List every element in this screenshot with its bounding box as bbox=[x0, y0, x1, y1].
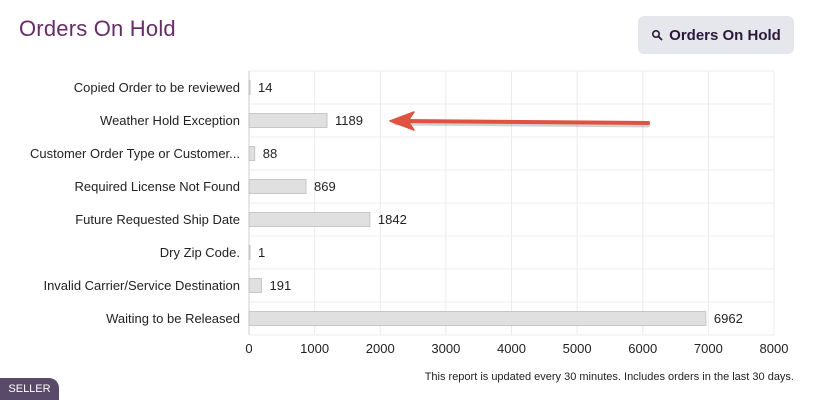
x-tick-label: 5000 bbox=[563, 341, 592, 356]
x-tick-label: 2000 bbox=[366, 341, 395, 356]
x-tick-label: 1000 bbox=[300, 341, 329, 356]
x-tick-label: 8000 bbox=[760, 341, 789, 356]
x-tick-label: 0 bbox=[245, 341, 252, 356]
data-label: 1842 bbox=[378, 212, 407, 227]
bar[interactable] bbox=[248, 146, 256, 161]
orders-on-hold-button-label: Orders On Hold bbox=[669, 26, 781, 44]
x-tick-label: 7000 bbox=[694, 341, 723, 356]
category-label: Invalid Carrier/Service Destination bbox=[43, 278, 240, 293]
orders-on-hold-chart: 0 1000 2000 3000 4000 5000 6000 7000 8000 Copied… bbox=[30, 70, 789, 356]
category-label: Future Requested Ship Date bbox=[75, 212, 240, 227]
bar[interactable] bbox=[248, 278, 262, 293]
chart-bars: Copied Order to be reviewed 14 Weather Hol… bbox=[30, 80, 743, 326]
chart-annotation bbox=[389, 111, 651, 131]
bar[interactable] bbox=[248, 245, 251, 260]
category-label: Dry Zip Code. bbox=[160, 245, 240, 260]
x-tick-label: 3000 bbox=[431, 341, 460, 356]
bar[interactable] bbox=[248, 113, 328, 128]
category-label: Customer Order Type or Customer... bbox=[30, 146, 240, 161]
chart-grid: 0 1000 2000 3000 4000 5000 6000 7000 8000 bbox=[245, 70, 789, 356]
data-label: 869 bbox=[314, 179, 336, 194]
data-label: 191 bbox=[270, 278, 292, 293]
bar[interactable] bbox=[248, 80, 251, 95]
x-tick-label: 4000 bbox=[497, 341, 526, 356]
category-label: Waiting to be Released bbox=[106, 311, 240, 326]
bar[interactable] bbox=[248, 212, 371, 227]
page-title: Orders On Hold bbox=[19, 16, 176, 41]
report-footnote: This report is updated every 30 minutes.… bbox=[424, 371, 794, 383]
bar[interactable] bbox=[248, 311, 707, 326]
data-label: 14 bbox=[258, 80, 272, 95]
data-label: 1 bbox=[258, 245, 265, 260]
bar[interactable] bbox=[248, 179, 307, 194]
data-label: 6962 bbox=[714, 311, 743, 326]
orders-on-hold-button[interactable]: Orders On Hold bbox=[638, 16, 794, 54]
data-label: 88 bbox=[263, 146, 277, 161]
category-label: Required License Not Found bbox=[75, 179, 241, 194]
search-icon bbox=[652, 29, 663, 41]
category-label: Weather Hold Exception bbox=[100, 113, 240, 128]
annotation-arrow bbox=[389, 111, 651, 131]
x-tick-label: 6000 bbox=[628, 341, 657, 356]
category-label: Copied Order to be reviewed bbox=[74, 80, 240, 95]
data-label: 1189 bbox=[335, 113, 363, 128]
seller-badge[interactable]: SELLER bbox=[0, 378, 59, 400]
